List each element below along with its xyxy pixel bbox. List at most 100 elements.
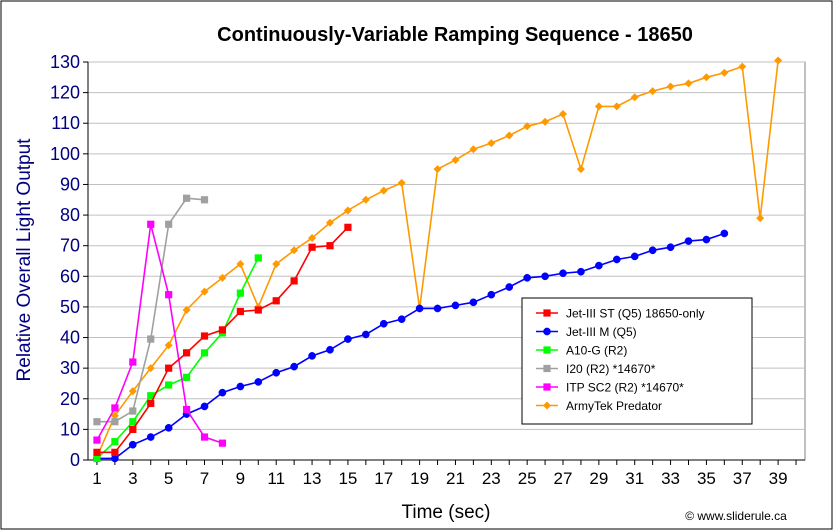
series-layer <box>92 56 783 463</box>
data-point <box>147 399 155 407</box>
series-line <box>96 257 260 460</box>
data-point <box>236 307 244 316</box>
data-point <box>630 93 639 102</box>
legend-label: A10-G (R2) <box>566 344 627 358</box>
data-point <box>397 315 406 324</box>
x-tick-label: 13 <box>303 469 322 488</box>
data-point <box>523 273 532 282</box>
data-point <box>541 272 549 281</box>
data-point <box>290 246 299 255</box>
chart-title: Continuously-Variable Ramping Sequence -… <box>217 24 693 46</box>
legend-label: I20 (R2) *14670* <box>566 362 656 376</box>
data-point <box>720 229 729 238</box>
series-4 <box>93 220 227 447</box>
data-point <box>361 195 370 204</box>
x-tick-label: 37 <box>733 469 752 488</box>
data-point <box>147 392 155 400</box>
data-point <box>774 56 783 65</box>
x-tick-label: 11 <box>267 469 285 488</box>
data-point <box>290 277 298 285</box>
data-point <box>146 364 155 373</box>
data-point <box>182 349 191 357</box>
data-point <box>487 290 496 299</box>
series-1 <box>93 229 729 463</box>
y-tick-label: 10 <box>60 419 80 439</box>
y-tick-label: 20 <box>60 389 80 409</box>
data-point <box>129 418 137 426</box>
data-point <box>666 243 675 252</box>
data-point <box>164 341 173 350</box>
data-point <box>200 332 209 340</box>
data-point <box>111 418 119 426</box>
data-point <box>236 289 244 297</box>
data-point <box>164 424 173 432</box>
data-point <box>612 102 621 111</box>
data-point <box>720 68 729 77</box>
data-point <box>200 433 209 441</box>
data-point <box>236 260 245 269</box>
data-point <box>325 218 334 227</box>
series-3 <box>93 194 209 426</box>
y-tick-label: 90 <box>60 174 80 194</box>
data-point <box>147 335 155 343</box>
data-point <box>200 196 209 204</box>
data-point <box>110 411 119 420</box>
y-tick-label: 80 <box>60 205 80 225</box>
data-point <box>129 407 137 415</box>
y-tick-label: 130 <box>50 52 80 72</box>
x-tick-label: 1 <box>92 469 101 488</box>
data-point <box>684 79 693 88</box>
x-tick-label: 29 <box>589 469 608 488</box>
legend-box <box>521 297 753 425</box>
data-point <box>128 440 137 449</box>
data-point <box>111 404 119 412</box>
data-point <box>451 155 460 164</box>
legend-label: ArmyTek Predator <box>566 399 662 413</box>
x-tick-label: 17 <box>374 469 393 488</box>
data-point <box>165 220 173 228</box>
data-point <box>182 373 191 381</box>
legend-marker <box>543 346 551 354</box>
x-tick-label: 33 <box>661 469 680 488</box>
data-point <box>326 345 334 354</box>
x-tick-label: 27 <box>554 469 573 488</box>
legend-marker <box>543 327 551 336</box>
data-point <box>165 381 173 389</box>
data-point <box>182 194 191 202</box>
x-tick-label: 5 <box>164 469 173 488</box>
data-point <box>218 439 227 447</box>
data-point <box>146 433 155 441</box>
data-point <box>738 62 747 71</box>
data-point <box>344 223 352 231</box>
data-point <box>487 139 496 148</box>
y-tick-label: 70 <box>60 236 80 256</box>
data-point <box>595 261 603 270</box>
x-tick-label: 9 <box>236 469 245 488</box>
data-point <box>93 448 101 456</box>
data-point <box>612 255 621 264</box>
data-point <box>165 291 173 299</box>
data-point <box>93 418 101 426</box>
data-point <box>272 297 280 305</box>
data-point <box>379 319 388 328</box>
data-point <box>433 304 442 313</box>
data-point <box>200 349 209 357</box>
series-line <box>96 224 223 444</box>
data-point <box>505 283 514 291</box>
data-point <box>200 402 209 411</box>
data-point <box>254 254 262 262</box>
data-point <box>577 267 585 276</box>
x-tick-label: 31 <box>625 469 644 488</box>
legend-marker <box>543 383 551 391</box>
data-point <box>147 220 155 228</box>
data-point <box>165 364 173 372</box>
data-point <box>308 352 316 360</box>
y-axis-label: Relative Overall Light Output <box>14 138 35 382</box>
x-tick-label: 23 <box>482 469 501 488</box>
x-tick-label: 35 <box>697 469 716 488</box>
x-axis-label: Time (sec) <box>401 502 490 523</box>
y-tick-label: 50 <box>60 297 80 317</box>
data-point <box>254 306 262 314</box>
